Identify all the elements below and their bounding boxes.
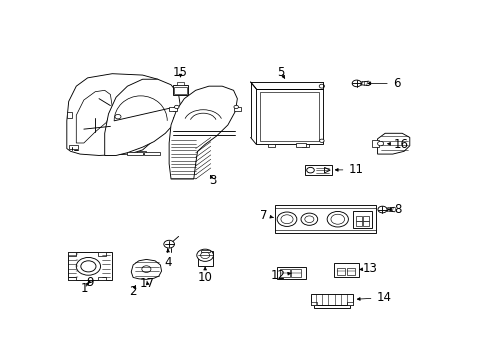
Circle shape	[330, 214, 344, 224]
Bar	[275, 205, 375, 233]
Bar	[98, 277, 105, 280]
Text: 9: 9	[85, 276, 93, 289]
Text: 13: 13	[359, 262, 377, 275]
Bar	[314, 305, 349, 308]
Bar	[173, 117, 180, 121]
Bar	[98, 252, 105, 256]
Bar	[68, 252, 75, 256]
Bar	[277, 267, 305, 279]
Text: 8: 8	[387, 203, 401, 216]
Circle shape	[319, 84, 324, 88]
Bar	[280, 269, 289, 278]
Bar	[363, 216, 368, 221]
Bar	[355, 216, 361, 221]
Bar	[127, 152, 142, 156]
Circle shape	[319, 139, 324, 143]
Text: 6: 6	[367, 77, 399, 90]
Bar	[346, 302, 352, 305]
Bar	[296, 143, 305, 147]
Bar	[173, 85, 188, 95]
Bar	[256, 89, 322, 144]
Polygon shape	[324, 167, 329, 173]
Text: 15: 15	[173, 66, 187, 79]
Bar	[200, 250, 209, 252]
Bar	[267, 144, 275, 147]
Circle shape	[196, 249, 213, 261]
Circle shape	[301, 213, 317, 225]
Bar	[355, 221, 361, 226]
Bar	[68, 277, 75, 280]
Bar	[197, 251, 212, 266]
Bar	[363, 221, 368, 226]
Circle shape	[377, 141, 383, 146]
Text: 1: 1	[81, 282, 88, 295]
Circle shape	[142, 266, 151, 273]
Text: 5: 5	[277, 66, 284, 79]
Polygon shape	[76, 90, 112, 143]
Polygon shape	[131, 260, 161, 279]
Bar	[311, 293, 352, 305]
Bar	[67, 112, 72, 118]
Text: 10: 10	[197, 267, 212, 284]
Circle shape	[76, 257, 101, 275]
Bar	[144, 152, 159, 156]
Polygon shape	[169, 86, 237, 179]
Bar	[233, 107, 241, 111]
Bar	[371, 140, 378, 147]
Circle shape	[377, 206, 386, 213]
Text: 14: 14	[357, 291, 390, 304]
Bar	[305, 165, 331, 175]
Polygon shape	[67, 74, 165, 156]
Text: 11: 11	[335, 163, 363, 176]
Bar	[158, 111, 163, 117]
Bar	[311, 302, 316, 305]
Bar	[290, 269, 300, 278]
Bar	[68, 252, 111, 280]
Circle shape	[304, 216, 313, 222]
Circle shape	[115, 114, 121, 119]
Text: 4: 4	[164, 249, 171, 269]
Bar	[352, 211, 371, 228]
Circle shape	[81, 261, 96, 272]
Bar	[301, 144, 309, 147]
Polygon shape	[104, 79, 180, 156]
Bar	[346, 268, 354, 275]
Circle shape	[280, 215, 292, 224]
Bar	[173, 107, 180, 111]
Text: 2: 2	[129, 285, 137, 298]
Bar	[260, 92, 318, 141]
Bar	[137, 151, 146, 154]
Text: 17: 17	[140, 277, 155, 290]
Text: 12: 12	[270, 269, 290, 282]
Polygon shape	[116, 94, 154, 143]
Circle shape	[174, 105, 179, 109]
Text: 16: 16	[387, 138, 408, 151]
Bar	[169, 107, 176, 111]
Bar	[336, 268, 345, 275]
Circle shape	[277, 212, 296, 226]
Polygon shape	[377, 133, 409, 154]
Circle shape	[306, 167, 314, 173]
Bar	[68, 145, 78, 149]
Circle shape	[200, 252, 209, 258]
Circle shape	[233, 105, 238, 109]
Circle shape	[351, 80, 361, 87]
Circle shape	[163, 240, 174, 248]
Circle shape	[326, 211, 347, 227]
Bar	[333, 263, 358, 276]
Text: 7: 7	[260, 208, 273, 221]
Bar	[174, 87, 186, 94]
Bar	[177, 82, 183, 85]
Text: 3: 3	[208, 174, 216, 187]
